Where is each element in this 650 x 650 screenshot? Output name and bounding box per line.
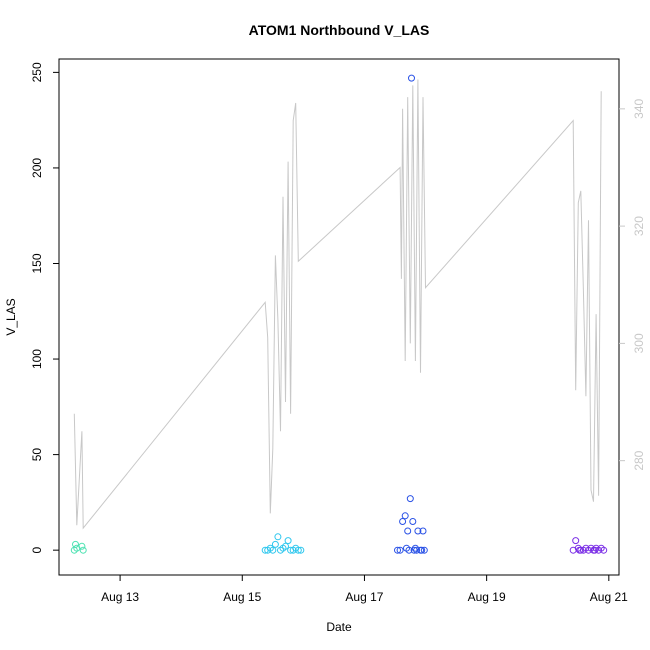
x-axis-label: Date	[326, 620, 352, 634]
data-points-layer	[70, 74, 608, 554]
x-tick-label: Aug 13	[101, 590, 139, 604]
y-axis-left: 0 50 100 150 200 250	[30, 62, 59, 553]
data-point	[576, 546, 583, 554]
data-point	[404, 527, 412, 535]
data-point	[420, 546, 428, 554]
data-point	[284, 537, 292, 545]
y-tick-label: 100	[30, 349, 44, 369]
data-point	[401, 512, 409, 520]
data-point	[409, 518, 417, 525]
data-point	[600, 546, 608, 554]
data-point	[414, 527, 422, 535]
y2-tick-label: 340	[632, 99, 646, 119]
data-point	[297, 546, 305, 554]
data-point	[394, 546, 401, 554]
data-point	[274, 533, 282, 541]
plot-frame	[58, 58, 620, 576]
data-point	[294, 546, 302, 554]
y-tick-label: 150	[30, 253, 44, 273]
y-tick-label: 200	[30, 158, 44, 178]
data-point	[406, 495, 414, 503]
data-point	[572, 537, 580, 545]
data-point	[79, 546, 87, 554]
y2-tick-label: 300	[632, 333, 646, 353]
secondary-series-line	[73, 79, 602, 530]
data-point	[78, 542, 86, 550]
data-point	[399, 518, 407, 525]
data-point	[269, 546, 277, 554]
data-point	[282, 542, 289, 550]
y-axis-label: V_LAS	[4, 298, 18, 335]
y-tick-label: 250	[30, 62, 44, 82]
x-tick-label: Aug 17	[345, 590, 383, 604]
data-point	[271, 540, 279, 548]
data-point	[413, 546, 421, 554]
x-axis: Aug 13 Aug 15 Aug 17 Aug 19 Aug 21	[101, 575, 628, 604]
y2-tick-label: 320	[632, 216, 646, 236]
data-point	[396, 546, 404, 554]
data-point	[408, 74, 415, 82]
x-tick-label: Aug 21	[590, 590, 628, 604]
secondary-series-line-layer	[73, 79, 602, 530]
data-point	[72, 540, 79, 548]
data-point	[410, 546, 418, 554]
data-point	[419, 527, 427, 535]
y-tick-label: 0	[30, 546, 44, 553]
y-axis-right: 280 300 320 340	[619, 99, 646, 471]
x-tick-label: Aug 19	[468, 590, 506, 604]
data-point	[591, 546, 599, 554]
data-point	[405, 546, 413, 554]
data-point	[418, 546, 426, 554]
y2-tick-label: 280	[632, 450, 646, 470]
y-tick-label: 50	[30, 448, 44, 462]
chart-title: ATOM1 Northbound V_LAS	[249, 22, 430, 38]
x-tick-label: Aug 15	[223, 590, 261, 604]
